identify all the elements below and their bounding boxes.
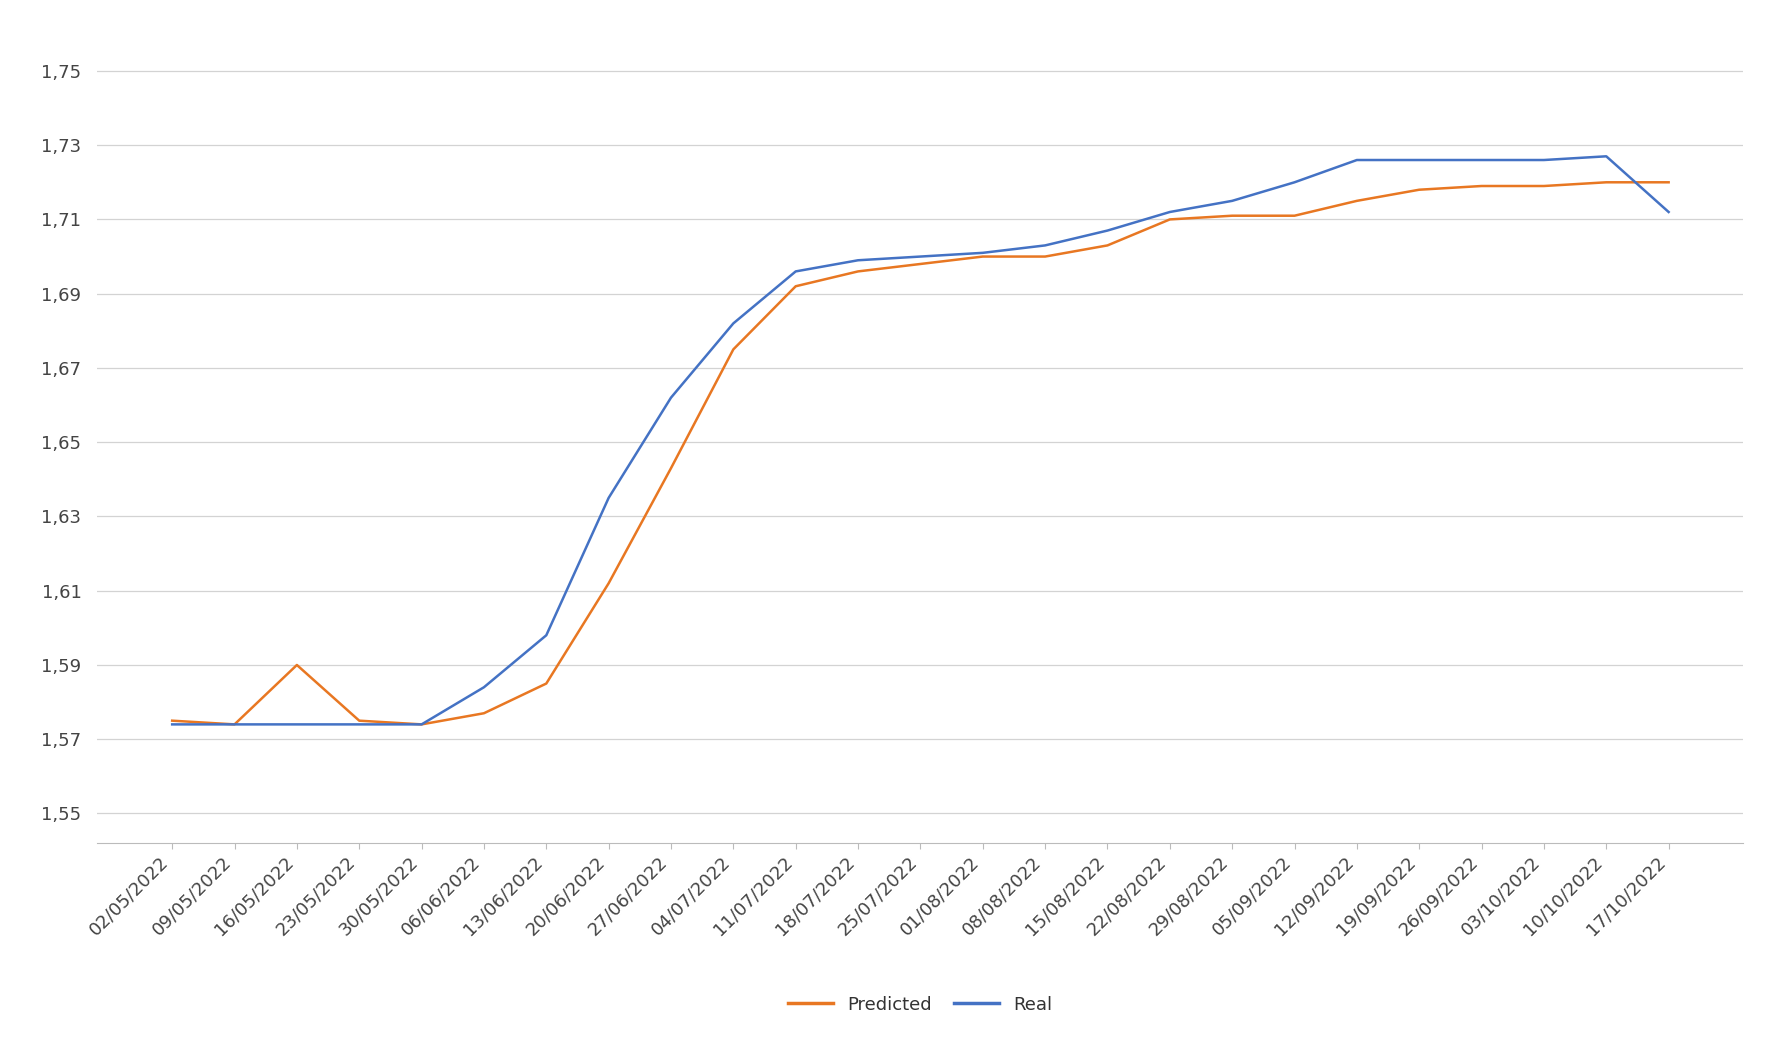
Predicted <box>598 577 619 589</box>
Real <box>1034 239 1055 252</box>
Predicted <box>786 280 807 293</box>
Predicted <box>1347 195 1368 208</box>
Real <box>225 718 246 730</box>
Real <box>848 254 869 267</box>
Real <box>411 718 432 730</box>
Real <box>161 718 182 730</box>
Real <box>1283 176 1304 189</box>
Predicted <box>1283 210 1304 222</box>
Real <box>1597 150 1618 162</box>
Real <box>972 247 993 259</box>
Predicted <box>1159 213 1181 226</box>
Real <box>1658 206 1680 218</box>
Predicted <box>161 715 182 727</box>
Real <box>536 629 558 642</box>
Real <box>910 250 931 262</box>
Predicted <box>287 659 308 671</box>
Line: Predicted: Predicted <box>172 182 1669 724</box>
Predicted <box>225 718 246 730</box>
Real <box>1409 154 1430 167</box>
Real <box>1533 154 1554 167</box>
Real <box>786 265 807 277</box>
Predicted <box>660 462 681 474</box>
Real <box>287 718 308 730</box>
Predicted <box>848 265 869 277</box>
Predicted <box>411 718 432 730</box>
Predicted <box>722 343 743 355</box>
Predicted <box>1533 179 1554 192</box>
Real <box>1159 206 1181 218</box>
Legend: Predicted, Real: Predicted, Real <box>779 987 1062 1023</box>
Real <box>1097 225 1119 237</box>
Predicted <box>349 715 370 727</box>
Predicted <box>1034 250 1055 262</box>
Predicted <box>536 678 558 690</box>
Predicted <box>1471 179 1492 192</box>
Predicted <box>1597 176 1618 189</box>
Predicted <box>473 707 494 720</box>
Predicted <box>972 250 993 262</box>
Real <box>1221 195 1243 208</box>
Real <box>660 391 681 404</box>
Line: Real: Real <box>172 156 1669 724</box>
Real <box>598 491 619 504</box>
Predicted <box>1409 183 1430 196</box>
Real <box>1471 154 1492 167</box>
Real <box>722 317 743 330</box>
Real <box>1347 154 1368 167</box>
Real <box>473 681 494 694</box>
Real <box>349 718 370 730</box>
Predicted <box>1097 239 1119 252</box>
Predicted <box>910 257 931 270</box>
Predicted <box>1658 176 1680 189</box>
Predicted <box>1221 210 1243 222</box>
